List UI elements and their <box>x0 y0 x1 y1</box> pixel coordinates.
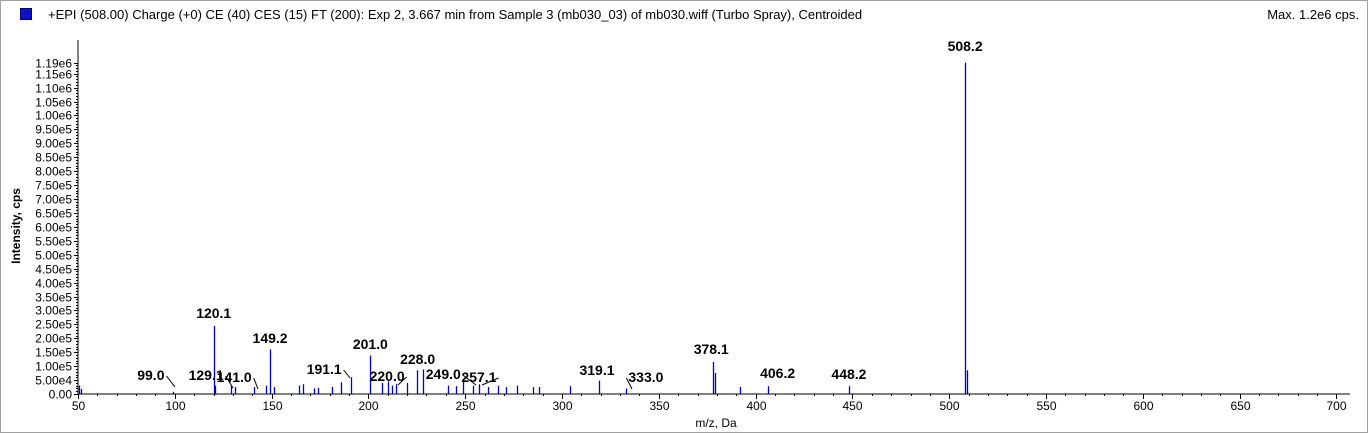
y-tick-label: 1.00e5 <box>35 360 72 374</box>
y-tick-label: 9.00e5 <box>35 137 72 151</box>
y-tick-label: 1.19e6 <box>35 57 72 71</box>
peak-label-leader <box>166 375 176 388</box>
y-tick-label: 3.50e5 <box>35 291 72 305</box>
peak-label: 333.0 <box>628 369 663 385</box>
y-tick-label: 4.00e5 <box>35 277 72 291</box>
y-axis-title: Intensity, cps <box>9 188 23 264</box>
x-tick-label: 200 <box>358 399 378 413</box>
x-tick-label: 150 <box>262 399 282 413</box>
peak-label: 141.0 <box>217 369 252 385</box>
y-tick-label: 5.00e4 <box>35 374 72 388</box>
peak-label: 99.0 <box>137 367 164 383</box>
peak-label-leader <box>253 377 259 390</box>
peak-label: 249.0 <box>426 366 461 382</box>
chart-header: +EPI (508.00) Charge (+0) CE (40) CES (1… <box>1 1 1367 29</box>
y-tick-label: 0.00 <box>49 388 73 402</box>
peak-label-leader <box>343 369 351 379</box>
peak-label-leader <box>462 374 477 386</box>
peak-label-leader <box>397 376 407 386</box>
peak-bars <box>78 62 969 394</box>
y-tick-label: 5.50e5 <box>35 235 72 249</box>
y-tick-label: 1.50e5 <box>35 346 72 360</box>
x-tick-label: 400 <box>746 399 766 413</box>
peak-label: 508.2 <box>948 38 983 54</box>
y-tick-label: 1.00e6 <box>35 109 72 123</box>
y-tick-label: 2.00e5 <box>35 332 72 346</box>
peak-label: 257.1 <box>461 369 496 385</box>
y-tick-label: 8.50e5 <box>35 151 72 165</box>
peak-label: 201.0 <box>353 336 388 352</box>
chart-title: +EPI (508.00) Charge (+0) CE (40) CES (1… <box>48 7 863 22</box>
y-tick-label: 2.50e5 <box>35 318 72 332</box>
tick-labels: 0.005.00e41.00e51.50e52.00e52.50e53.00e5… <box>35 57 1347 414</box>
x-tick-label: 450 <box>842 399 862 413</box>
peak-label: 448.2 <box>831 366 866 382</box>
peak-label-leaders <box>166 369 633 390</box>
y-tick-label: 7.50e5 <box>35 179 72 193</box>
y-tick-label: 1.15e6 <box>35 68 72 82</box>
series-legend-swatch[interactable] <box>20 8 32 20</box>
x-tick-label: 700 <box>1326 399 1346 413</box>
y-tick-label: 9.50e5 <box>35 123 72 137</box>
x-tick-label: 600 <box>1133 399 1153 413</box>
x-tick-label: 350 <box>649 399 669 413</box>
y-tick-label: 6.00e5 <box>35 221 72 235</box>
x-tick-label: 500 <box>939 399 959 413</box>
y-tick-label: 1.05e6 <box>35 96 72 110</box>
y-tick-label: 8.00e5 <box>35 165 72 179</box>
y-tick-label: 6.50e5 <box>35 207 72 221</box>
peak-label-leader <box>481 377 499 386</box>
peak-label: 120.1 <box>196 305 231 321</box>
peak-label: 406.2 <box>760 365 795 381</box>
peak-label-leader <box>225 375 234 389</box>
y-tick-label: 1.10e6 <box>35 82 72 96</box>
peak-label: 191.1 <box>307 361 342 377</box>
x-axis-title: m/z, Da <box>695 416 737 430</box>
max-intensity-label: Max. 1.2e6 cps. <box>1267 7 1359 22</box>
x-tick-label: 650 <box>1230 399 1250 413</box>
x-tick-label: 100 <box>165 399 185 413</box>
y-tick-label: 3.00e5 <box>35 304 72 318</box>
x-tick-label: 250 <box>455 399 475 413</box>
x-tick-label: 50 <box>72 399 86 413</box>
y-tick-label: 4.50e5 <box>35 263 72 277</box>
peak-label: 319.1 <box>579 362 614 378</box>
y-tick-label: 5.00e5 <box>35 249 72 263</box>
peak-label-leader <box>625 377 633 390</box>
peak-labels: 99.0120.1129.1141.0149.2191.1201.0220.02… <box>137 38 983 385</box>
peak-label: 228.0 <box>400 351 435 367</box>
x-tick-label: 300 <box>552 399 572 413</box>
peak-label: 149.2 <box>253 330 288 346</box>
x-tick-label: 550 <box>1036 399 1056 413</box>
peak-label: 220.0 <box>370 368 405 384</box>
y-tick-label: 7.00e5 <box>35 193 72 207</box>
peak-label: 378.1 <box>694 341 729 357</box>
peak-label: 129.1 <box>189 367 224 383</box>
